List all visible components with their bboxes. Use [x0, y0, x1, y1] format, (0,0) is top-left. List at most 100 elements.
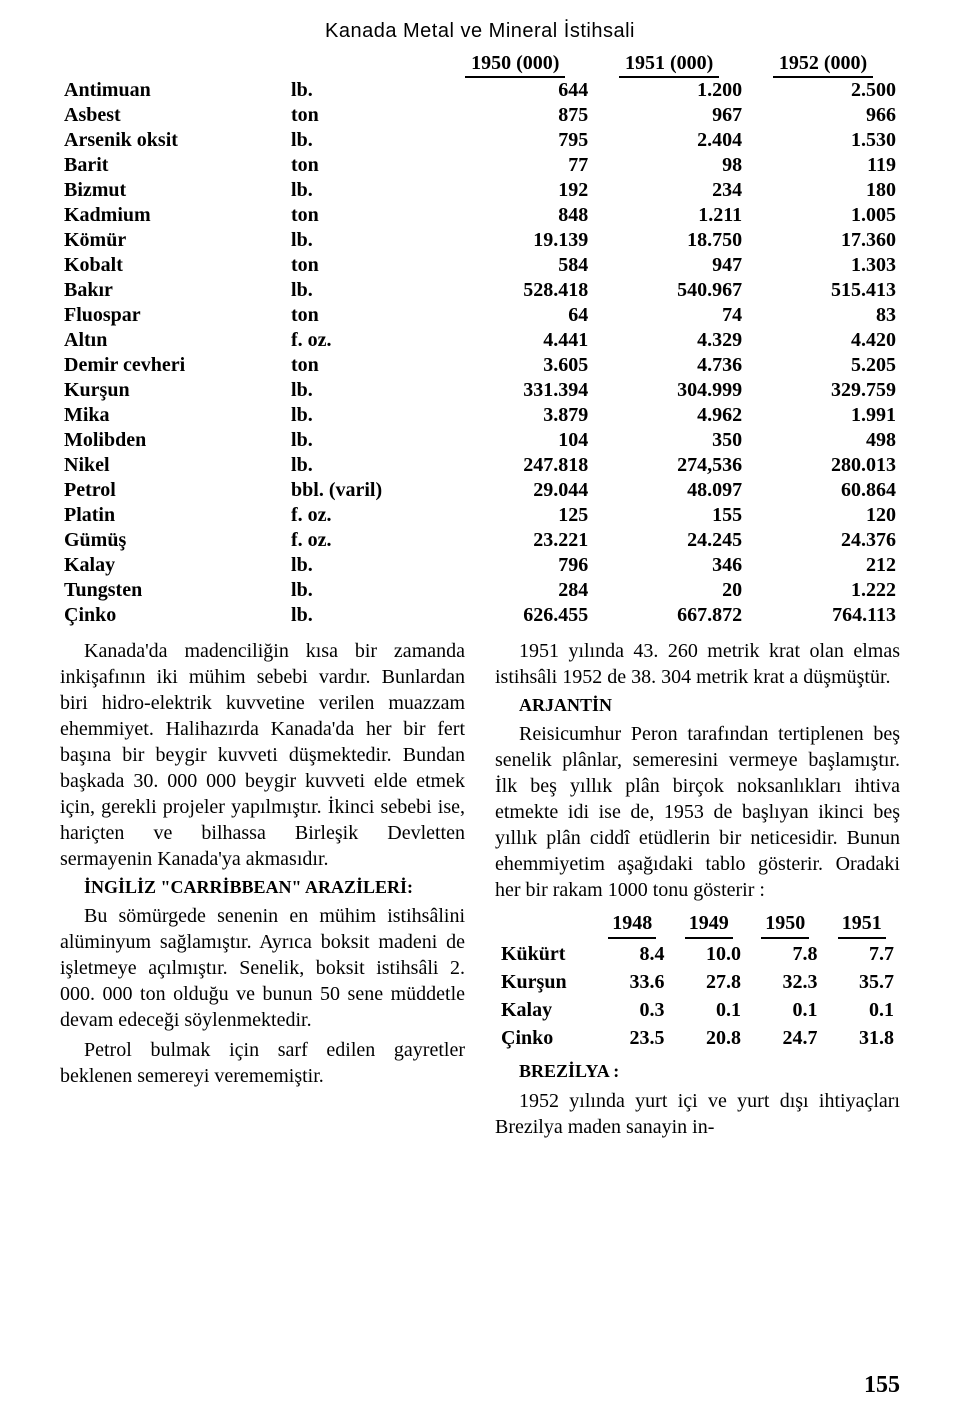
val-1950: 19.139 [438, 228, 592, 253]
material-name: Kobalt [60, 253, 287, 278]
material-name: Fluospar [60, 303, 287, 328]
val-1950: 875 [438, 103, 592, 128]
val-1952: 1.991 [746, 403, 900, 428]
unit: lb. [287, 128, 438, 153]
col-header-1951: 1951 (000) [619, 52, 719, 78]
val-1951: 155 [592, 503, 746, 528]
main-data-table: 1950 (000) 1951 (000) 1952 (000) Antimua… [60, 51, 900, 628]
unit: lb. [287, 578, 438, 603]
val-1950: 29.044 [438, 478, 592, 503]
val-1950: 4.441 [438, 328, 592, 353]
val-1952: 2.500 [746, 78, 900, 103]
table-row: Kalay0.30.10.10.1 [495, 996, 900, 1024]
left-column: Kanada'da madenciliğin kısa bir zamanda … [60, 638, 465, 1144]
unit: ton [287, 153, 438, 178]
unit: ton [287, 103, 438, 128]
material-name: Bakır [60, 278, 287, 303]
val-1952: 329.759 [746, 378, 900, 403]
val-1952: 119 [746, 153, 900, 178]
val-1950: 247.818 [438, 453, 592, 478]
val-1950: 3.605 [438, 353, 592, 378]
unit: lb. [287, 453, 438, 478]
material-name: Kadmium [60, 203, 287, 228]
unit: lb. [287, 403, 438, 428]
arj-1951: 0.1 [823, 996, 900, 1024]
val-1952: 5.205 [746, 353, 900, 378]
val-1951: 234 [592, 178, 746, 203]
table-row: Çinkolb.626.455667.872764.113 [60, 603, 900, 628]
table-row: Kalaylb.796346212 [60, 553, 900, 578]
material-name: Barit [60, 153, 287, 178]
val-1952: 212 [746, 553, 900, 578]
material-name: Petrol [60, 478, 287, 503]
table-row: Bizmutlb.192234180 [60, 178, 900, 203]
arj-1951: 31.8 [823, 1024, 900, 1052]
val-1950: 796 [438, 553, 592, 578]
unit: lb. [287, 228, 438, 253]
table-row: Demir cevheriton3.6054.7365.205 [60, 353, 900, 378]
material-name: Gümüş [60, 528, 287, 553]
arj-1949: 20.8 [670, 1024, 747, 1052]
arj-1951: 7.7 [823, 940, 900, 968]
material-name: Asbest [60, 103, 287, 128]
val-1952: 180 [746, 178, 900, 203]
material-name: Kömür [60, 228, 287, 253]
arj-1948: 8.4 [594, 940, 671, 968]
val-1951: 4.736 [592, 353, 746, 378]
arj-1950: 32.3 [747, 968, 824, 996]
val-1952: 120 [746, 503, 900, 528]
material-name: Nikel [60, 453, 287, 478]
val-1951: 4.329 [592, 328, 746, 353]
subhead-arjantin: ARJANTİN [495, 694, 900, 717]
left-para-2: Bu sömürgede senenin en mühim istihsâlin… [60, 903, 465, 1033]
table-row: Altınf. oz.4.4414.3294.420 [60, 328, 900, 353]
table-row: Gümüşf. oz.23.22124.24524.376 [60, 528, 900, 553]
val-1952: 1.222 [746, 578, 900, 603]
val-1951: 346 [592, 553, 746, 578]
table-row: Petrolbbl. (varil)29.04448.09760.864 [60, 478, 900, 503]
val-1951: 48.097 [592, 478, 746, 503]
unit: ton [287, 203, 438, 228]
table-row: Baritton7798119 [60, 153, 900, 178]
arj-1950: 7.8 [747, 940, 824, 968]
right-para-1: 1951 yılında 43. 260 metrik krat olan el… [495, 638, 900, 690]
left-para-3: Petrol bulmak için sarf edilen gayretler… [60, 1037, 465, 1089]
arjantin-table: 1948 1949 1950 1951 Kükürt8.410.07.87.7K… [495, 909, 900, 1052]
page-title: Kanada Metal ve Mineral İstihsali [60, 20, 900, 43]
val-1952: 83 [746, 303, 900, 328]
val-1950: 584 [438, 253, 592, 278]
val-1952: 60.864 [746, 478, 900, 503]
val-1951: 4.962 [592, 403, 746, 428]
table-row: Tungstenlb.284201.222 [60, 578, 900, 603]
material-name: Mika [60, 403, 287, 428]
arj-1950: 0.1 [747, 996, 824, 1024]
unit: ton [287, 253, 438, 278]
val-1951: 24.245 [592, 528, 746, 553]
val-1951: 667.872 [592, 603, 746, 628]
val-1951: 947 [592, 253, 746, 278]
material-name: Demir cevheri [60, 353, 287, 378]
right-para-2: Reisicumhur Peron tarafından tertiplenen… [495, 721, 900, 903]
val-1951: 1.200 [592, 78, 746, 103]
val-1950: 284 [438, 578, 592, 603]
val-1950: 192 [438, 178, 592, 203]
subhead-carribbean: İNGİLİZ "CARRİBBEAN" ARAZİLERİ: [60, 876, 465, 899]
material-name: Altın [60, 328, 287, 353]
table-row: Asbestton875967966 [60, 103, 900, 128]
material-name: Çinko [60, 603, 287, 628]
material-name: Kurşun [60, 378, 287, 403]
unit: lb. [287, 603, 438, 628]
val-1952: 1.005 [746, 203, 900, 228]
val-1951: 274,536 [592, 453, 746, 478]
arj-h-1950: 1950 [761, 910, 809, 939]
val-1950: 23.221 [438, 528, 592, 553]
unit: lb. [287, 278, 438, 303]
left-para-1: Kanada'da madenciliğin kısa bir zamanda … [60, 638, 465, 872]
right-para-3: 1952 yılında yurt içi ve yurt dışı ihtiy… [495, 1088, 900, 1140]
unit: lb. [287, 78, 438, 103]
table-row: Kobaltton5849471.303 [60, 253, 900, 278]
val-1950: 644 [438, 78, 592, 103]
val-1952: 966 [746, 103, 900, 128]
val-1951: 304.999 [592, 378, 746, 403]
unit: lb. [287, 553, 438, 578]
